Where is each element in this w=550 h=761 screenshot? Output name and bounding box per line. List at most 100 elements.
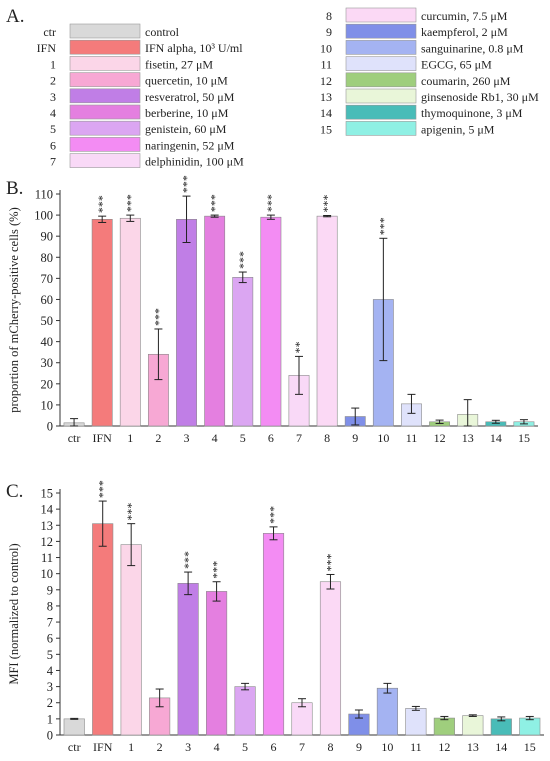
legend-code: 11 bbox=[320, 58, 332, 72]
significance-marker: *** bbox=[123, 194, 137, 212]
x-tick-label: 5 bbox=[240, 431, 246, 445]
x-tick-label: ctr bbox=[68, 431, 81, 445]
x-tick-label: 9 bbox=[356, 740, 362, 754]
legend-label: delphinidin, 100 μM bbox=[145, 155, 244, 169]
legend-code: 14 bbox=[320, 106, 332, 120]
x-tick-label: 4 bbox=[214, 740, 220, 754]
bar bbox=[177, 583, 199, 736]
x-tick-label: IFN bbox=[93, 740, 113, 754]
bar bbox=[262, 533, 285, 736]
significance-marker: *** bbox=[95, 195, 109, 213]
y-tick-label: 20 bbox=[41, 377, 54, 391]
significance-marker: *** bbox=[96, 480, 110, 498]
legend-code: 13 bbox=[320, 90, 332, 104]
legend-swatch bbox=[69, 153, 141, 168]
bar bbox=[232, 277, 254, 427]
significance-marker: *** bbox=[267, 506, 281, 524]
legend-code: 2 bbox=[50, 74, 56, 88]
significance-marker: *** bbox=[181, 551, 195, 569]
y-tick-label: 7 bbox=[47, 616, 53, 630]
legend-swatch bbox=[69, 72, 141, 87]
legend-label: genistein, 60 μM bbox=[145, 122, 227, 136]
significance-marker: *** bbox=[151, 308, 165, 326]
legend-code: 1 bbox=[50, 57, 56, 71]
legend-code: 4 bbox=[50, 106, 56, 120]
legend-code: 8 bbox=[326, 9, 332, 23]
y-tick-label: 6 bbox=[47, 632, 53, 646]
x-tick-label: 13 bbox=[462, 431, 474, 445]
legend-code: 9 bbox=[326, 25, 332, 39]
x-tick-label: 10 bbox=[377, 431, 389, 445]
y-tick-label: 12 bbox=[41, 535, 54, 549]
legend-code: ctr bbox=[43, 25, 56, 39]
panel-label-a: A. bbox=[6, 6, 24, 27]
y-tick-label: 14 bbox=[41, 503, 54, 517]
y-axis-label: proportion of mCherry-positive cells (%) bbox=[7, 207, 21, 413]
significance-marker: *** bbox=[208, 194, 222, 212]
x-tick-label: 13 bbox=[467, 740, 479, 754]
significance-marker: *** bbox=[210, 561, 224, 579]
x-tick-label: 2 bbox=[155, 431, 161, 445]
legend-swatch bbox=[345, 72, 417, 88]
y-tick-label: 60 bbox=[41, 293, 54, 307]
bar bbox=[519, 717, 541, 736]
x-tick-label: 7 bbox=[299, 740, 305, 754]
legend-swatch bbox=[345, 56, 417, 71]
y-tick-label: 100 bbox=[34, 209, 53, 223]
legend-code: 3 bbox=[50, 90, 56, 104]
legend-swatch bbox=[69, 88, 141, 104]
x-tick-label: 15 bbox=[524, 740, 536, 754]
x-tick-label: 8 bbox=[324, 431, 330, 445]
y-tick-label: 10 bbox=[41, 567, 54, 581]
bar bbox=[63, 718, 85, 736]
legend-label: quercetin, 10 μM bbox=[145, 74, 228, 88]
x-tick-label: 5 bbox=[242, 740, 248, 754]
legend-code: 7 bbox=[50, 155, 56, 169]
legend-code: 6 bbox=[50, 138, 56, 152]
x-tick-label: 12 bbox=[438, 740, 450, 754]
x-tick-label: 7 bbox=[296, 431, 302, 445]
legend-swatch bbox=[345, 7, 417, 23]
x-tick-label: 3 bbox=[185, 740, 191, 754]
x-tick-label: 15 bbox=[518, 431, 530, 445]
legend-swatch bbox=[345, 88, 417, 104]
x-tick-label: 10 bbox=[381, 740, 393, 754]
y-tick-label: 1 bbox=[47, 712, 53, 726]
legend-label: ginsenoside Rb1, 30 μM bbox=[421, 90, 539, 104]
legend-swatch bbox=[69, 137, 141, 152]
legend-swatch bbox=[69, 120, 141, 136]
legend-label: sanguinarine, 0.8 μM bbox=[421, 41, 524, 55]
y-tick-label: 110 bbox=[35, 188, 53, 202]
y-tick-label: 15 bbox=[41, 487, 54, 501]
legend-label: naringenin, 52 μM bbox=[145, 138, 235, 152]
legend-label: curcumin, 7.5 μM bbox=[421, 9, 508, 23]
bar bbox=[376, 687, 398, 736]
x-tick-label: 8 bbox=[327, 740, 333, 754]
y-tick-label: 13 bbox=[41, 519, 54, 533]
legend-label: resveratrol, 50 μM bbox=[145, 90, 235, 104]
bar bbox=[92, 523, 114, 736]
y-tick-label: 80 bbox=[41, 251, 54, 265]
x-tick-label: 6 bbox=[268, 431, 274, 445]
x-tick-label: 14 bbox=[490, 431, 502, 445]
y-tick-label: 2 bbox=[47, 696, 53, 710]
y-tick-label: 10 bbox=[41, 398, 54, 412]
panel-label-c: C. bbox=[6, 481, 23, 502]
x-tick-label: 14 bbox=[495, 740, 507, 754]
significance-marker: *** bbox=[376, 217, 390, 235]
bar bbox=[405, 708, 427, 736]
bar bbox=[291, 702, 313, 736]
bar bbox=[260, 216, 282, 427]
bar bbox=[120, 544, 142, 736]
legend-swatch bbox=[69, 39, 141, 55]
y-tick-label: 0 bbox=[47, 729, 53, 743]
legend-swatch bbox=[69, 56, 141, 71]
legend-swatch bbox=[345, 23, 417, 39]
bar bbox=[119, 217, 141, 427]
y-tick-label: 4 bbox=[47, 664, 54, 678]
legend-label: coumarin, 260 μM bbox=[421, 74, 511, 88]
legend-swatch bbox=[345, 121, 417, 136]
x-tick-label: ctr bbox=[68, 740, 81, 754]
legend-label: EGCG, 65 μM bbox=[421, 58, 492, 72]
